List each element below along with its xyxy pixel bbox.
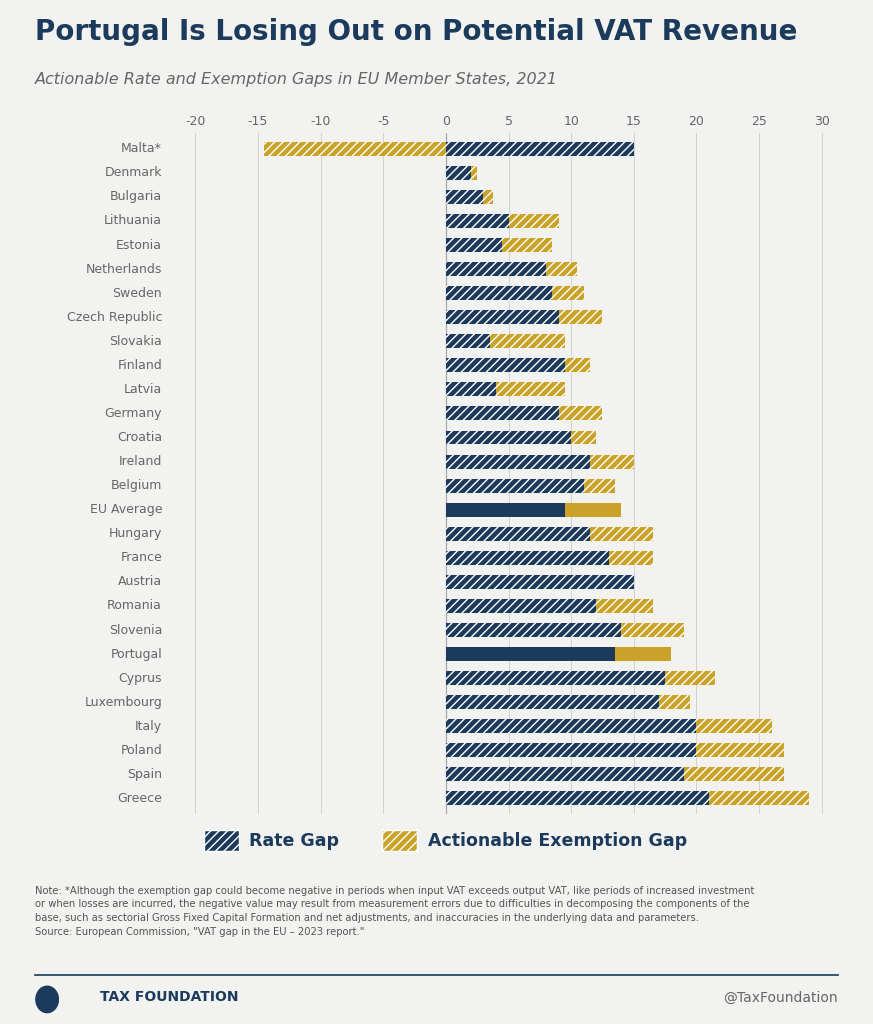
Text: Slovenia: Slovenia [109,624,162,637]
Bar [590,455,634,469]
Bar [446,407,559,421]
Circle shape [36,986,58,1013]
Bar [446,526,590,541]
Text: Austria: Austria [118,575,162,589]
Bar [471,166,478,180]
Text: Croatia: Croatia [117,431,162,444]
Text: Germany: Germany [105,407,162,420]
Text: Czech Republic: Czech Republic [66,310,162,324]
Bar [446,478,584,493]
Bar [659,695,691,710]
Bar [446,671,665,685]
Bar [446,599,596,613]
Bar [446,189,484,204]
Bar [446,574,634,589]
Bar [446,286,553,300]
Bar [446,503,565,517]
Bar [546,262,577,276]
Text: Greece: Greece [117,792,162,805]
Bar [709,792,809,806]
Text: Sweden: Sweden [113,287,162,300]
Bar [446,141,634,156]
Bar [446,695,659,710]
Bar [565,503,622,517]
Bar [446,358,565,373]
Text: EU Average: EU Average [90,503,162,516]
Bar [559,310,602,325]
Bar [684,767,784,781]
Bar [496,382,565,396]
Bar [697,719,772,733]
Bar [265,141,446,156]
Bar [446,334,490,348]
Text: @TaxFoundation: @TaxFoundation [724,990,838,1005]
Text: Italy: Italy [135,720,162,733]
Text: TAX FOUNDATION: TAX FOUNDATION [100,990,239,1005]
Text: Spain: Spain [127,768,162,781]
Text: Note: *Although the exemption gap could become negative in periods when input VA: Note: *Although the exemption gap could … [35,886,754,937]
Text: France: France [120,551,162,564]
Bar [502,238,553,252]
Bar [484,189,493,204]
Bar [446,382,496,396]
Text: Finland: Finland [117,358,162,372]
Text: Ireland: Ireland [119,455,162,468]
Text: Denmark: Denmark [105,166,162,179]
Text: Latvia: Latvia [124,383,162,396]
Text: Poland: Poland [120,743,162,757]
Bar [446,647,615,662]
Bar [446,262,546,276]
Text: Estonia: Estonia [116,239,162,252]
Bar [446,792,709,806]
Text: Netherlands: Netherlands [86,262,162,275]
Bar [565,358,590,373]
Bar [446,310,559,325]
Bar [508,214,559,228]
Bar [622,623,684,637]
Bar [590,526,653,541]
Bar [584,478,615,493]
Bar [446,719,697,733]
Text: Lithuania: Lithuania [104,214,162,227]
Text: Hungary: Hungary [109,527,162,541]
Text: Portugal Is Losing Out on Potential VAT Revenue: Portugal Is Losing Out on Potential VAT … [35,18,797,46]
Bar [446,214,508,228]
Text: Slovakia: Slovakia [109,335,162,348]
Text: Luxembourg: Luxembourg [85,695,162,709]
Text: Portugal: Portugal [110,647,162,660]
Bar [446,166,471,180]
Text: Actionable Rate and Exemption Gaps in EU Member States, 2021: Actionable Rate and Exemption Gaps in EU… [35,72,558,87]
Bar [608,551,653,565]
Bar [446,238,502,252]
Bar [559,407,602,421]
Bar [446,430,571,444]
Bar [665,671,715,685]
Text: Romania: Romania [107,599,162,612]
Text: Belgium: Belgium [111,479,162,493]
Bar [571,430,596,444]
Legend: Rate Gap, Actionable Exemption Gap: Rate Gap, Actionable Exemption Gap [197,823,693,858]
Text: Malta*: Malta* [121,142,162,156]
Text: Bulgaria: Bulgaria [110,190,162,204]
Bar [446,551,608,565]
Bar [697,743,784,758]
Bar [446,623,622,637]
Bar [446,767,684,781]
Bar [553,286,584,300]
Text: Cyprus: Cyprus [119,672,162,685]
Bar [615,647,671,662]
Bar [446,455,590,469]
Bar [490,334,565,348]
Bar [596,599,653,613]
Bar [446,743,697,758]
